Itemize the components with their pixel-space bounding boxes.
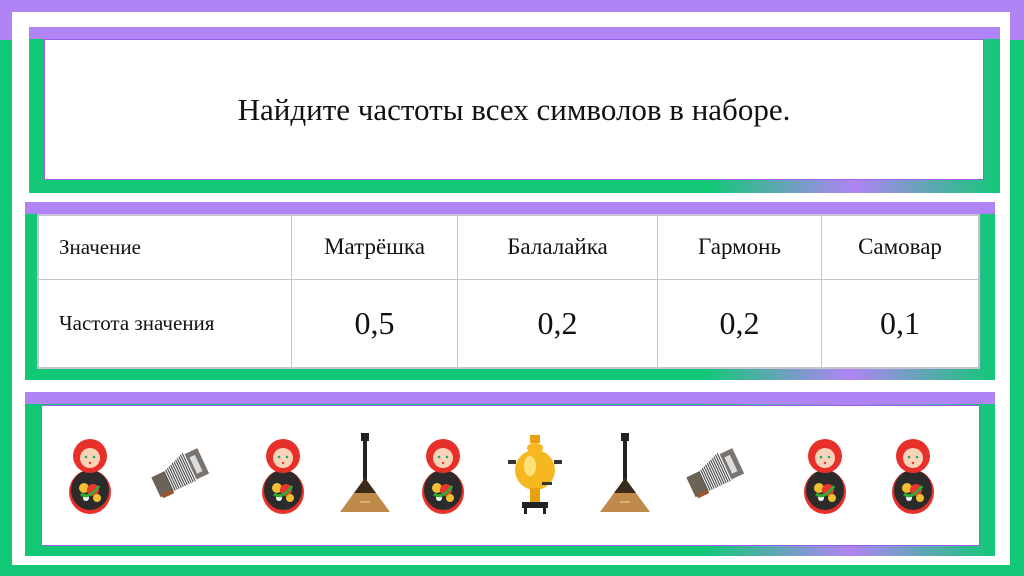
header-samovar: Самовар <box>821 215 979 280</box>
balalaika-icon <box>590 430 660 520</box>
freq-samovar: 0,1 <box>821 278 979 369</box>
matryoshka-icon <box>55 430 125 520</box>
header-value: Значение <box>38 215 292 280</box>
matryoshka-icon <box>790 430 860 520</box>
header-balalaika: Балалайка <box>457 215 658 280</box>
table-row: Частота значения 0,5 0,2 0,2 0,1 <box>38 278 979 369</box>
accordion-icon <box>145 430 215 520</box>
samovar-icon <box>500 430 570 520</box>
slide-title: Найдите частоты всех символов в наборе. <box>237 91 791 127</box>
title-box: Найдите частоты всех символов в наборе. <box>44 39 984 180</box>
accordion-icon <box>680 430 750 520</box>
freq-accordion: 0,2 <box>657 278 822 369</box>
header-matryoshka: Матрёшка <box>291 215 458 280</box>
freq-matryoshka: 0,5 <box>291 278 458 369</box>
header-accordion: Гармонь <box>657 215 822 280</box>
balalaika-icon <box>330 430 400 520</box>
frequency-table: Значение Матрёшка Балалайка Гармонь Само… <box>37 214 980 369</box>
freq-balalaika: 0,2 <box>457 278 658 369</box>
matryoshka-icon <box>878 430 948 520</box>
table-header-row: Значение Матрёшка Балалайка Гармонь Само… <box>38 215 979 280</box>
row-label: Частота значения <box>38 278 292 369</box>
matryoshka-icon <box>408 430 478 520</box>
matryoshka-icon <box>248 430 318 520</box>
